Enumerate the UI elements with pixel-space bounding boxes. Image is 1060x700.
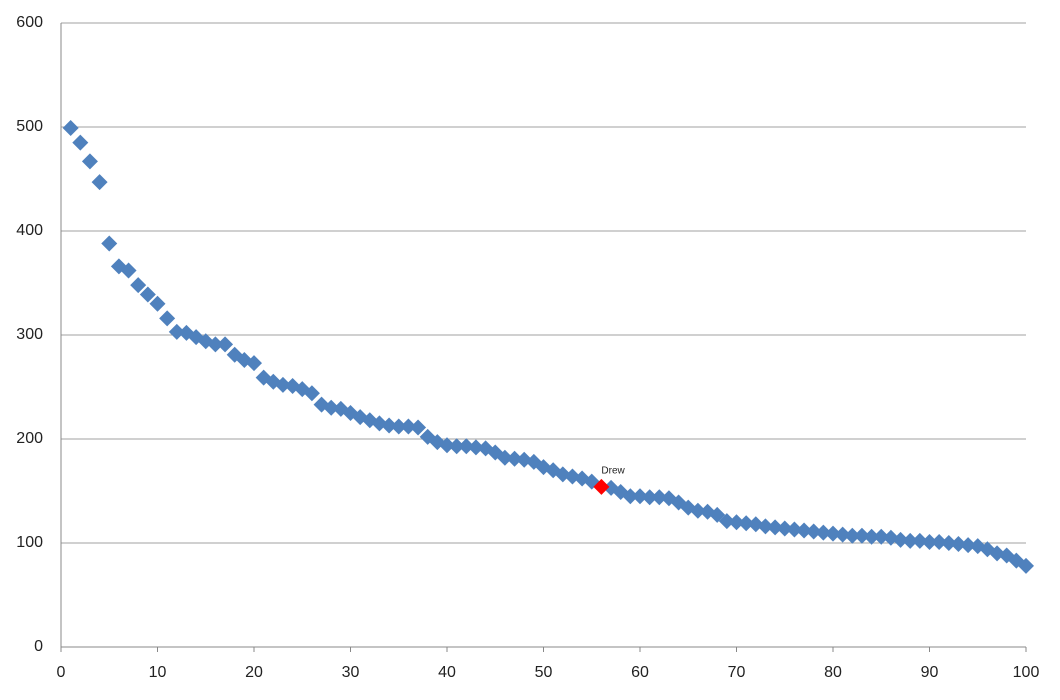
point: [246, 355, 262, 372]
x-tick-label: 60: [631, 664, 649, 681]
point: [767, 519, 784, 536]
point: [873, 528, 890, 545]
x-tick-label: 100: [1013, 664, 1040, 681]
point: [274, 376, 291, 393]
x-tick-label: 20: [245, 664, 263, 681]
x-tick-label: 30: [342, 664, 360, 681]
y-tick-label: 400: [16, 222, 43, 239]
point: [950, 536, 967, 553]
point: [757, 518, 774, 535]
point: [458, 438, 475, 455]
point: [632, 488, 648, 505]
point: [168, 323, 185, 340]
y-tick-label: 600: [16, 14, 43, 31]
point: [738, 515, 755, 532]
point: [940, 535, 957, 551]
point: [593, 478, 610, 495]
x-tick-label: 80: [824, 664, 842, 681]
y-tick-label: 500: [16, 118, 43, 135]
point: [805, 523, 822, 540]
point: [1018, 557, 1034, 574]
point: [728, 514, 745, 531]
point: [834, 526, 851, 543]
y-tick-label: 100: [16, 534, 43, 551]
point: [902, 532, 919, 549]
point: [825, 525, 841, 542]
point: [439, 437, 455, 454]
point: [853, 527, 870, 544]
y-tick-label: 200: [16, 430, 43, 447]
point: [863, 528, 880, 545]
point: [622, 488, 639, 505]
point: [381, 417, 398, 434]
point: [641, 489, 658, 506]
x-tick-label: 90: [921, 664, 939, 681]
x-tick-label: 0: [57, 664, 66, 681]
point: [91, 174, 108, 191]
point: [400, 418, 417, 435]
point: [892, 531, 909, 548]
x-tick-label: 10: [149, 664, 167, 681]
point: [62, 120, 79, 137]
x-tick-label: 70: [728, 664, 746, 681]
point: [506, 450, 523, 467]
point: [130, 277, 147, 294]
point: [207, 336, 224, 353]
point: [844, 527, 861, 544]
x-tick-label: 50: [535, 664, 553, 681]
point: [776, 520, 793, 537]
point: [496, 449, 513, 466]
y-tick-label: 0: [34, 638, 43, 655]
x-tick-label: 40: [438, 664, 456, 681]
point: [149, 295, 166, 312]
point: [467, 439, 484, 456]
point: [217, 336, 234, 353]
point: [323, 399, 340, 416]
y-tick-label: 300: [16, 326, 43, 343]
point: [651, 489, 668, 506]
point: [81, 153, 98, 170]
point: [796, 522, 813, 539]
point: [689, 502, 706, 519]
point: [911, 532, 928, 549]
point: [159, 310, 176, 327]
point: [72, 134, 89, 151]
point: [120, 262, 137, 279]
point: [786, 521, 803, 538]
point: [960, 537, 977, 554]
point: [303, 385, 320, 402]
point: [815, 524, 832, 541]
point: [101, 235, 118, 252]
point: [390, 418, 407, 435]
point: [921, 533, 938, 550]
point: [931, 533, 948, 550]
point: [448, 438, 465, 455]
point: [410, 419, 427, 436]
point: [718, 513, 735, 530]
point: [139, 286, 156, 303]
point-label: Drew: [601, 465, 625, 476]
